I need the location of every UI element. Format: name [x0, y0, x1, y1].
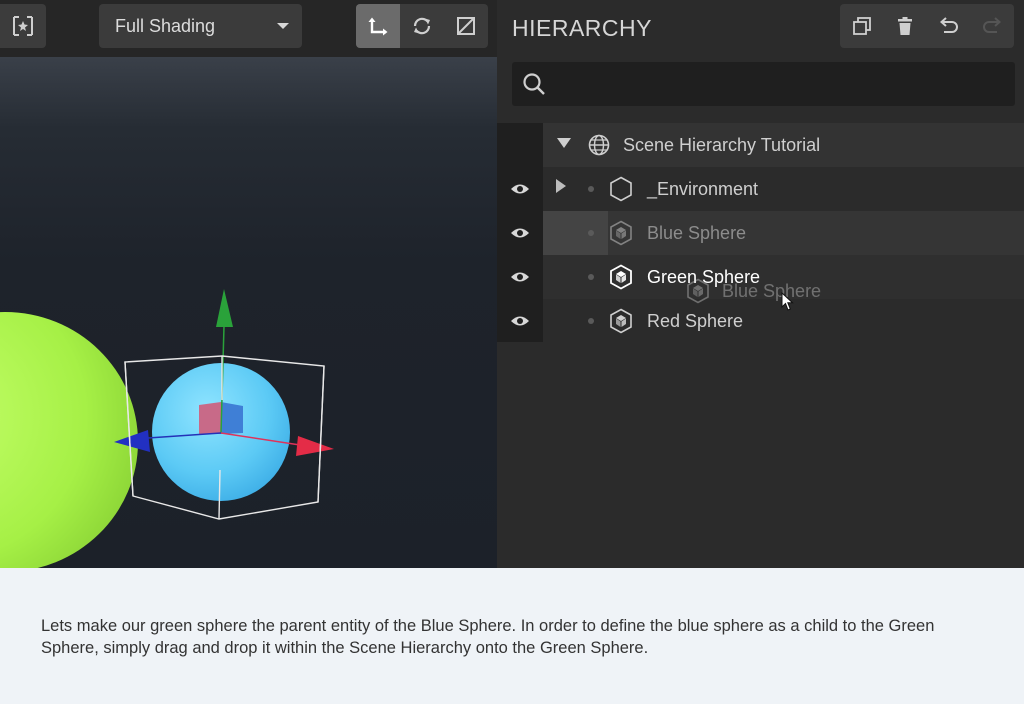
- entity-logo-icon: [13, 16, 33, 36]
- mouse-cursor-icon: [781, 292, 794, 311]
- tree-item-root[interactable]: Scene Hierarchy Tutorial: [543, 123, 1024, 167]
- eye-icon[interactable]: [510, 270, 530, 284]
- duplicate-button[interactable]: [840, 4, 884, 48]
- expand-arrow-icon[interactable]: [556, 179, 566, 193]
- scale-icon: [457, 17, 475, 35]
- scene-render: [0, 289, 334, 568]
- delete-icon: [898, 17, 913, 35]
- eye-icon[interactable]: [510, 314, 530, 328]
- selection-bounding-box: [124, 355, 325, 520]
- undo-icon: [939, 17, 958, 33]
- cube-icon: [610, 308, 632, 334]
- rotate-icon: [413, 17, 431, 35]
- green-sphere[interactable]: [0, 312, 138, 568]
- gizmo-center-cube[interactable]: [199, 402, 221, 434]
- gizmo-center-cube-side: [221, 402, 243, 434]
- gizmo-y-handle[interactable]: [216, 289, 233, 327]
- shading-mode-dropdown[interactable]: Full Shading: [99, 4, 302, 48]
- gizmo-z-axis: [147, 432, 222, 439]
- hexagon-icon: [610, 176, 632, 202]
- viewport-toolbar: Full Shading: [0, 0, 497, 57]
- cube-icon: [610, 264, 632, 290]
- drag-ghost: Blue Sphere: [686, 278, 821, 304]
- gizmo-x-handle[interactable]: [296, 436, 334, 456]
- gizmo-z-handle[interactable]: [114, 430, 150, 452]
- status-dot: [588, 230, 594, 236]
- caption-text: Lets make our green sphere the parent en…: [41, 617, 935, 657]
- cube-icon: [610, 220, 632, 246]
- hierarchy-search[interactable]: [512, 62, 1015, 106]
- delete-button[interactable]: [884, 4, 928, 48]
- tree-item-environment[interactable]: _Environment: [543, 167, 1024, 211]
- globe-icon: [588, 134, 610, 156]
- redo-button[interactable]: [971, 4, 1015, 48]
- tree-item-label: _Environment: [647, 179, 759, 199]
- redo-icon: [983, 17, 1002, 33]
- drag-ghost-label: Blue Sphere: [722, 280, 822, 301]
- status-dot: [588, 318, 594, 324]
- translate-icon: [368, 17, 388, 36]
- tree-item-blue-sphere[interactable]: Blue Sphere: [543, 211, 1024, 255]
- transform-tool-group: [356, 4, 488, 48]
- scale-tool-button[interactable]: [444, 4, 488, 48]
- eye-icon[interactable]: [510, 182, 530, 196]
- status-dot: [588, 274, 594, 280]
- entity-logo-button[interactable]: [0, 4, 46, 48]
- cube-icon: [687, 278, 709, 304]
- eye-icon[interactable]: [510, 226, 530, 240]
- selection-highlight: [543, 211, 608, 255]
- search-input[interactable]: [556, 74, 996, 94]
- status-dot: [588, 186, 594, 192]
- tree-item-label: Red Sphere: [647, 311, 744, 331]
- hierarchy-actions: [840, 4, 1014, 48]
- shading-mode-label: Full Shading: [115, 15, 216, 36]
- tree-item-label: Blue Sphere: [647, 223, 747, 243]
- tree-item-label: Green Sphere: [647, 267, 761, 287]
- chevron-down-icon: [277, 23, 289, 29]
- translate-tool-button[interactable]: [356, 4, 400, 48]
- panel-title: HIERARCHY: [512, 15, 652, 41]
- expand-arrow-icon[interactable]: [557, 138, 571, 148]
- duplicate-icon: [852, 17, 871, 35]
- undo-button[interactable]: [927, 4, 971, 48]
- hierarchy-panel: HIERARCHY: [497, 0, 1024, 568]
- tree-item-green-sphere[interactable]: Green Sphere: [543, 255, 1024, 299]
- tree-item-label: Scene Hierarchy Tutorial: [623, 135, 821, 155]
- rotate-tool-button[interactable]: [400, 4, 444, 48]
- search-icon: [523, 73, 545, 95]
- tutorial-caption: Lets make our green sphere the parent en…: [0, 568, 1024, 704]
- scene-viewport[interactable]: [0, 57, 497, 568]
- tree-item-red-sphere[interactable]: Red Sphere: [543, 299, 1024, 343]
- gizmo-x-axis: [220, 432, 301, 446]
